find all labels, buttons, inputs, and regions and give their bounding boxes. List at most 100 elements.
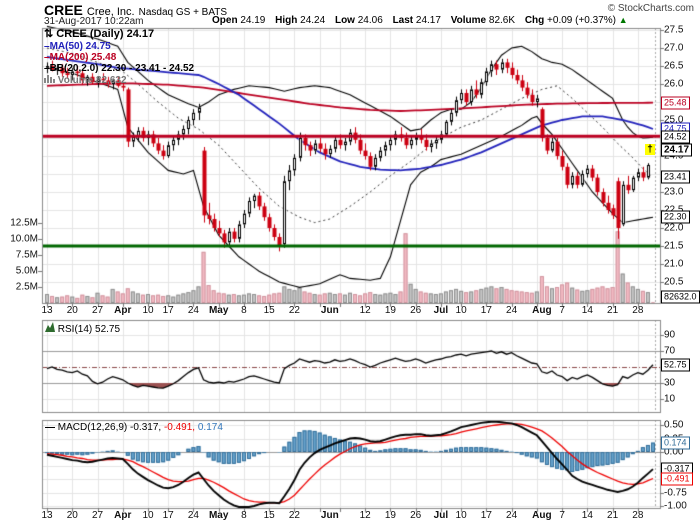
date-axis-label: 17 bbox=[162, 305, 174, 316]
date-axis-label: 24 bbox=[506, 510, 518, 521]
date-axis-label: 17 bbox=[480, 305, 492, 316]
price-axis-tick: 25.0 bbox=[664, 114, 684, 126]
legend-bb: –BB(20,2.0) 22.30 - 23.41 - 24.52 bbox=[44, 63, 195, 74]
date-axis-label: 19 bbox=[384, 510, 396, 521]
volume-label: Volume bbox=[450, 15, 487, 26]
date-axis-label: 24 bbox=[187, 305, 199, 316]
date-axis-label: Jun bbox=[320, 305, 339, 316]
price-axis-tick: 22.5 bbox=[664, 205, 683, 216]
bb-axis-tag: 22.30 bbox=[661, 210, 690, 224]
exchange-name: Nasdaq GS + BATS bbox=[138, 7, 228, 18]
date-axis-label: 10 bbox=[455, 305, 467, 316]
date-axis-label: 28 bbox=[632, 305, 644, 316]
ma200-axis-tag: 25.48 bbox=[661, 96, 690, 110]
date-axis-label: 27 bbox=[91, 305, 104, 316]
date-axis-label: 21 bbox=[607, 510, 619, 521]
last-axis-tag: 52.75 bbox=[661, 358, 690, 372]
date-axis-label: 19 bbox=[384, 305, 396, 316]
volume-axis-tick: 2.5M bbox=[15, 281, 38, 293]
last-label: Last bbox=[392, 15, 414, 26]
price-axis-tick: 26.0 bbox=[664, 78, 684, 90]
date-axis-label: 15 bbox=[263, 305, 275, 316]
legend-ma200: –MA(200) 25.48 bbox=[44, 52, 117, 63]
last-axis-tag: 24.17 bbox=[661, 143, 693, 157]
date-axis-label: 27 bbox=[91, 510, 104, 521]
price-axis-tick: 23.0 bbox=[664, 186, 684, 198]
date-axis-label: 13 bbox=[41, 305, 53, 316]
price-axis-tick: 20.5 bbox=[664, 276, 684, 288]
macd-axis-tick: -1.00 bbox=[664, 500, 687, 512]
date-axis-label: 10 bbox=[455, 510, 467, 521]
date-axis-label: 10 bbox=[142, 305, 154, 316]
price-axis-tick: 21.0 bbox=[664, 258, 684, 270]
ticker-symbol: CREE bbox=[44, 2, 83, 18]
volume-axis-tick: 7.5M bbox=[15, 249, 38, 261]
date-axis-label: Jun bbox=[320, 510, 339, 521]
date-axis-label: 10 bbox=[142, 510, 154, 521]
last-bar-marker: † bbox=[645, 144, 655, 155]
last-value: 24.17 bbox=[415, 15, 441, 26]
date-axis-label: 24 bbox=[506, 305, 518, 316]
copyright: © StockCharts.com bbox=[607, 3, 694, 14]
date-axis-label: 12 bbox=[359, 510, 371, 521]
bb-axis-tag: 24.52 bbox=[661, 130, 690, 144]
volume-value: 82.6K bbox=[488, 15, 516, 26]
date-axis-label: 22 bbox=[288, 510, 300, 521]
date-axis-label: 20 bbox=[66, 305, 78, 316]
rsi-axis-tick: 90 bbox=[664, 329, 676, 341]
date-axis-label: 17 bbox=[162, 510, 174, 521]
legend-macd: — MACD(12,26,9) -0.317, -0.491, 0.174 bbox=[45, 422, 223, 433]
date-axis-label: 8 bbox=[241, 305, 247, 316]
macd-axis-tick: -0.75 bbox=[664, 487, 687, 498]
open-value: 24.19 bbox=[240, 15, 266, 26]
macd-axis-tick: 0.00 bbox=[664, 446, 684, 458]
date-axis-label: Aug bbox=[532, 510, 552, 521]
signal-axis-tag: -0.491 bbox=[661, 472, 693, 485]
hist-axis-tag: 0.174 bbox=[661, 436, 690, 450]
chg-value: +0.09 (+0.37%) bbox=[547, 15, 616, 26]
price-axis-tick: 21.5 bbox=[664, 240, 684, 252]
price-axis-tick: 22.0 bbox=[664, 222, 684, 234]
date-axis-label: 14 bbox=[581, 510, 593, 521]
volume-axis-tag: 82632.0 bbox=[661, 290, 700, 304]
volume-axis-tick: 5.0M bbox=[15, 265, 38, 277]
date-axis-label: 7 bbox=[559, 510, 565, 521]
date-axis-label: May bbox=[208, 305, 229, 316]
open-label: Open bbox=[212, 15, 238, 26]
date-axis-label: 17 bbox=[480, 510, 492, 521]
macd-line-icon: — bbox=[45, 422, 55, 433]
low-label: Low bbox=[334, 15, 355, 26]
date-axis-label: 28 bbox=[632, 510, 644, 521]
volume-axis-tick: 10.0M bbox=[10, 233, 38, 245]
date-axis-label: 13 bbox=[41, 510, 53, 521]
rsi-axis-tick: 10 bbox=[664, 393, 676, 405]
rsi-axis-tick: 70 bbox=[664, 345, 676, 357]
low-value: 24.06 bbox=[357, 15, 383, 26]
date-axis-label: 8 bbox=[241, 510, 247, 521]
rsi-axis-tick: 30 bbox=[664, 377, 676, 389]
legend-price-title: ⇅ CREE (Daily) 24.17 bbox=[44, 28, 155, 40]
date-axis-label: 20 bbox=[66, 510, 78, 521]
volume-axis-tick: 12.5M bbox=[10, 217, 38, 229]
chart-datetime: 31-Aug-2017 10:22am bbox=[44, 16, 144, 27]
legend-rsi: RSI(14) 52.75 bbox=[45, 322, 120, 335]
date-axis-label: Aug bbox=[532, 305, 552, 316]
legend-ma50: –MA(50) 24.75 bbox=[44, 41, 111, 52]
date-axis-label: 12 bbox=[359, 305, 371, 316]
date-axis-label: 26 bbox=[410, 305, 422, 316]
chg-up-arrow-icon: ▲ bbox=[618, 15, 628, 25]
date-axis-label: Apr bbox=[114, 510, 132, 521]
date-axis-label: Jul bbox=[433, 305, 449, 316]
date-axis-label: 15 bbox=[263, 510, 275, 521]
price-axis-tick: 27.5 bbox=[664, 24, 684, 36]
high-label: High bbox=[275, 15, 298, 26]
date-axis-label: 26 bbox=[410, 510, 422, 521]
volume-bars-icon bbox=[44, 75, 55, 83]
date-axis-label: Jul bbox=[433, 510, 449, 521]
bb-axis-tag: 23.41 bbox=[661, 170, 690, 184]
price-axis-tick: 27.0 bbox=[664, 42, 684, 54]
company-name: Cree, Inc. bbox=[86, 6, 135, 18]
date-axis-label: 7 bbox=[559, 305, 565, 316]
quote-summary: Open 24.19 High 24.24 Low 24.06 Last 24.… bbox=[212, 15, 628, 26]
